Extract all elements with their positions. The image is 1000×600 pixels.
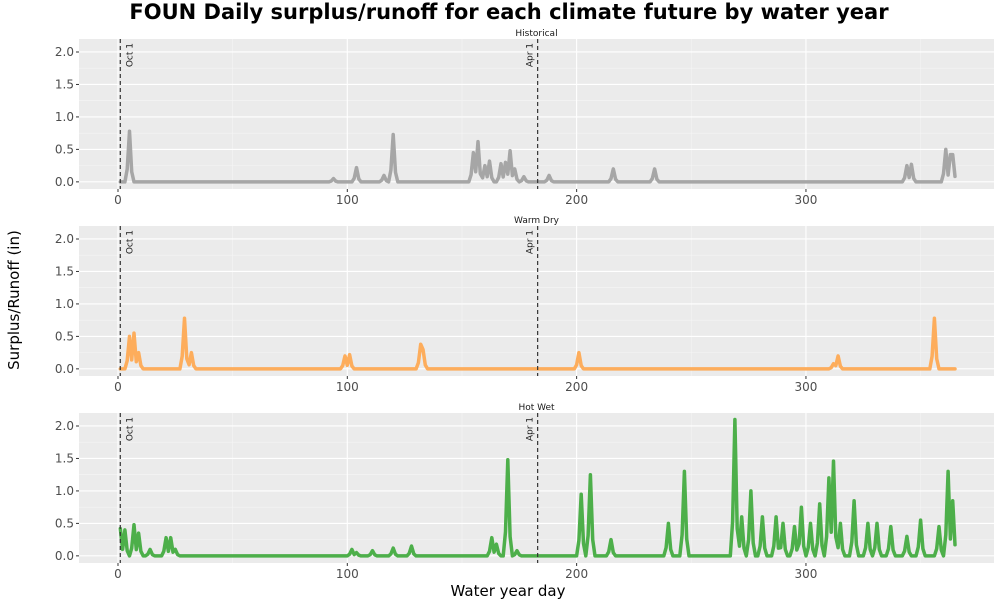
reference-line-label: Apr 1	[526, 417, 536, 441]
y-tick-label: 2.0	[55, 45, 74, 59]
x-tick-label: 0	[114, 193, 122, 207]
chart-title: FOUN Daily surplus/runoff for each clima…	[129, 0, 889, 24]
panel-background	[79, 39, 994, 189]
reference-line-label: Oct 1	[125, 230, 135, 254]
y-tick-label: 1.5	[55, 264, 74, 278]
x-tick-label: 300	[795, 193, 818, 207]
x-tick-label: 200	[565, 193, 588, 207]
x-tick-label: 0	[114, 567, 122, 581]
y-tick-label: 2.0	[55, 419, 74, 433]
y-tick-label: 1.0	[55, 297, 74, 311]
panel-strip-title: Historical	[515, 29, 557, 39]
reference-line-label: Oct 1	[125, 417, 135, 441]
y-tick-label: 1.5	[55, 77, 74, 91]
y-tick-label: 0.0	[55, 549, 74, 563]
panel-strip-title: Hot Wet	[518, 403, 555, 413]
reference-line-label: Apr 1	[526, 43, 536, 67]
panel-strip-title: Warm Dry	[514, 216, 560, 226]
y-tick-label: 1.0	[55, 484, 74, 498]
x-tick-label: 200	[565, 380, 588, 394]
y-tick-label: 0.0	[55, 175, 74, 189]
x-tick-label: 200	[565, 567, 588, 581]
x-tick-label: 300	[795, 380, 818, 394]
x-tick-label: 100	[336, 380, 359, 394]
y-tick-label: 2.0	[55, 232, 74, 246]
reference-line-label: Apr 1	[526, 230, 536, 254]
y-tick-label: 1.5	[55, 451, 74, 465]
reference-line-label: Oct 1	[125, 43, 135, 67]
x-tick-label: 0	[114, 380, 122, 394]
x-axis-label: Water year day	[450, 582, 566, 600]
x-tick-label: 100	[336, 193, 359, 207]
y-tick-label: 1.0	[55, 110, 74, 124]
x-tick-label: 100	[336, 567, 359, 581]
y-tick-label: 0.5	[55, 329, 74, 343]
y-tick-label: 0.5	[55, 516, 74, 530]
x-tick-label: 300	[795, 567, 818, 581]
panel-background	[79, 226, 994, 376]
y-tick-label: 0.5	[55, 142, 74, 156]
y-tick-label: 0.0	[55, 362, 74, 376]
